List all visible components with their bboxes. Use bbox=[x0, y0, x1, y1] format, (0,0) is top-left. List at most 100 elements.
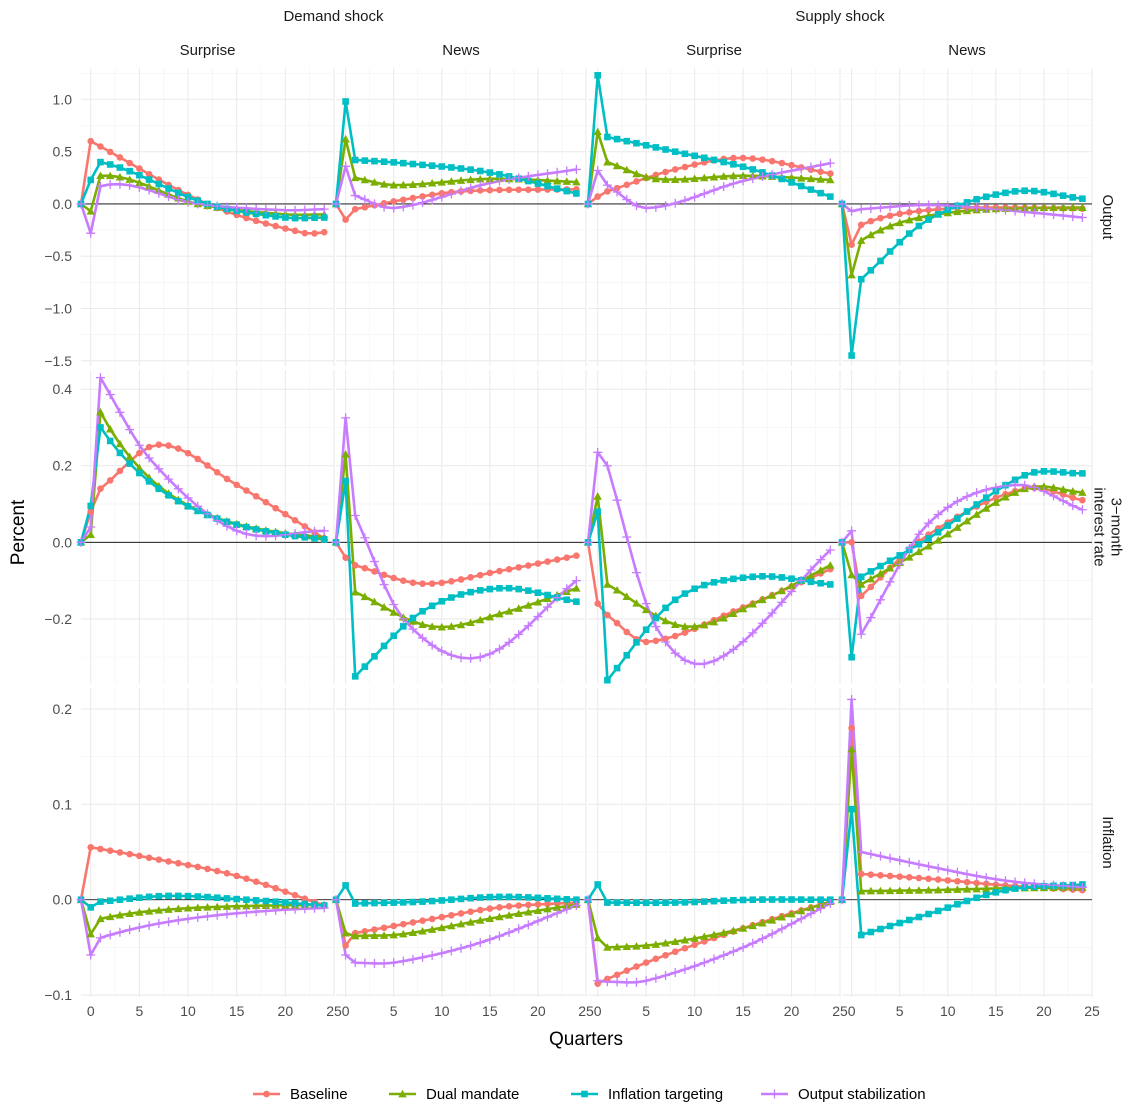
data-point-output-stabilization bbox=[173, 915, 183, 925]
data-point-output-stabilization bbox=[914, 859, 924, 869]
data-point-inflation-targeting bbox=[1031, 469, 1038, 476]
row-label: Output bbox=[1099, 194, 1116, 240]
data-point-inflation-targeting bbox=[778, 175, 786, 183]
data-point-inflation-targeting bbox=[184, 892, 192, 900]
data-point-output-stabilization bbox=[271, 205, 281, 215]
data-point-dual-mandate bbox=[885, 221, 895, 230]
data-point-inflation-targeting bbox=[457, 591, 465, 598]
data-point-dual-mandate bbox=[729, 926, 738, 934]
data-point-inflation-targeting bbox=[594, 881, 601, 888]
data-point-output-stabilization bbox=[933, 510, 943, 520]
y-tick-label: 0.0 bbox=[53, 892, 73, 908]
data-point-dual-mandate bbox=[857, 580, 866, 588]
data-point-output-stabilization bbox=[738, 176, 748, 186]
data-point-baseline bbox=[262, 498, 270, 506]
series-line-dual-mandate bbox=[334, 452, 577, 629]
data-point-inflation-targeting bbox=[652, 144, 660, 151]
data-point-baseline bbox=[857, 221, 865, 229]
row-label: 3−monthinterest rate bbox=[1091, 487, 1125, 566]
data-point-output-stabilization bbox=[427, 950, 437, 960]
data-point-output-stabilization bbox=[904, 857, 914, 867]
data-point-output-stabilization bbox=[76, 895, 86, 905]
data-point-dual-mandate bbox=[485, 914, 495, 922]
x-tick-label: 20 bbox=[530, 1003, 546, 1019]
data-point-dual-mandate bbox=[866, 886, 876, 895]
data-point-baseline bbox=[282, 225, 289, 232]
data-point-output-stabilization bbox=[885, 853, 895, 863]
data-point-inflation-targeting bbox=[982, 494, 990, 501]
data-point-inflation-targeting bbox=[282, 214, 289, 221]
data-point-output-stabilization bbox=[475, 938, 485, 948]
data-point-output-stabilization bbox=[972, 488, 982, 498]
data-point-inflation-targeting bbox=[915, 541, 923, 548]
data-point-dual-mandate bbox=[719, 172, 728, 180]
data-point-output-stabilization bbox=[690, 192, 700, 202]
series-line-dual-mandate bbox=[586, 495, 831, 628]
data-point-output-stabilization bbox=[379, 580, 389, 590]
data-point-output-stabilization bbox=[341, 161, 351, 171]
data-point-baseline bbox=[467, 574, 474, 581]
data-point-baseline bbox=[342, 216, 349, 223]
data-point-output-stabilization bbox=[651, 622, 661, 632]
data-point-inflation-targeting bbox=[759, 896, 766, 903]
data-point-baseline bbox=[97, 485, 104, 493]
data-point-output-stabilization bbox=[241, 203, 251, 213]
data-point-output-stabilization bbox=[446, 189, 456, 199]
data-point-output-stabilization bbox=[193, 912, 203, 922]
data-point-baseline bbox=[505, 903, 513, 910]
data-point-output-stabilization bbox=[651, 202, 661, 212]
data-point-inflation-targeting bbox=[1059, 469, 1067, 476]
data-point-inflation-targeting bbox=[973, 196, 980, 203]
data-point-dual-mandate bbox=[680, 622, 690, 630]
data-point-baseline bbox=[409, 579, 417, 586]
data-point-dual-mandate bbox=[504, 911, 514, 919]
data-point-baseline bbox=[351, 561, 359, 569]
data-point-dual-mandate bbox=[351, 587, 360, 596]
data-point-inflation-targeting bbox=[165, 892, 172, 900]
data-point-dual-mandate bbox=[962, 885, 972, 893]
data-point-dual-mandate bbox=[690, 174, 699, 183]
data-point-output-stabilization bbox=[115, 179, 125, 189]
data-point-dual-mandate bbox=[476, 916, 485, 924]
data-point-baseline bbox=[896, 210, 903, 218]
data-point-output-stabilization bbox=[690, 659, 700, 669]
data-point-baseline bbox=[534, 560, 542, 567]
data-point-output-stabilization bbox=[1020, 207, 1030, 217]
data-point-output-stabilization bbox=[777, 924, 787, 934]
data-point-inflation-targeting bbox=[87, 176, 95, 184]
data-point-inflation-targeting bbox=[797, 182, 805, 190]
data-point-baseline bbox=[906, 873, 913, 881]
data-point-baseline bbox=[213, 468, 221, 476]
data-point-dual-mandate bbox=[924, 885, 933, 894]
data-point-inflation-targeting bbox=[671, 899, 679, 906]
x-tick-label: 5 bbox=[896, 1003, 904, 1019]
data-point-dual-mandate bbox=[661, 616, 670, 625]
data-point-inflation-targeting bbox=[351, 673, 359, 680]
data-point-output-stabilization bbox=[164, 917, 174, 927]
data-point-dual-mandate bbox=[193, 903, 202, 912]
data-point-inflation-targeting bbox=[145, 893, 153, 901]
data-point-inflation-targeting bbox=[877, 925, 884, 933]
data-point-output-stabilization bbox=[875, 595, 885, 605]
data-point-inflation-targeting bbox=[194, 507, 202, 515]
data-point-inflation-targeting bbox=[848, 805, 855, 813]
x-tick-label: 25 bbox=[578, 1003, 594, 1019]
data-point-dual-mandate bbox=[857, 886, 866, 895]
series-line-baseline bbox=[586, 542, 831, 644]
data-point-output-stabilization bbox=[350, 511, 360, 521]
series-line-dual-mandate bbox=[840, 485, 1083, 586]
series-line-output-stabilization bbox=[79, 376, 325, 543]
data-point-output-stabilization bbox=[661, 201, 671, 211]
data-point-output-stabilization bbox=[787, 919, 797, 929]
data-point-inflation-targeting bbox=[448, 594, 455, 601]
data-point-baseline bbox=[671, 166, 679, 173]
data-point-output-stabilization bbox=[738, 942, 748, 952]
data-point-output-stabilization bbox=[866, 203, 876, 213]
data-point-inflation-targeting bbox=[361, 157, 369, 164]
data-point-output-stabilization bbox=[680, 195, 690, 205]
data-point-dual-mandate bbox=[242, 901, 251, 910]
data-point-inflation-targeting bbox=[252, 526, 260, 533]
y-tick-label: 0.1 bbox=[53, 796, 73, 812]
data-point-inflation-targeting bbox=[652, 614, 660, 622]
data-point-inflation-targeting bbox=[944, 904, 952, 911]
